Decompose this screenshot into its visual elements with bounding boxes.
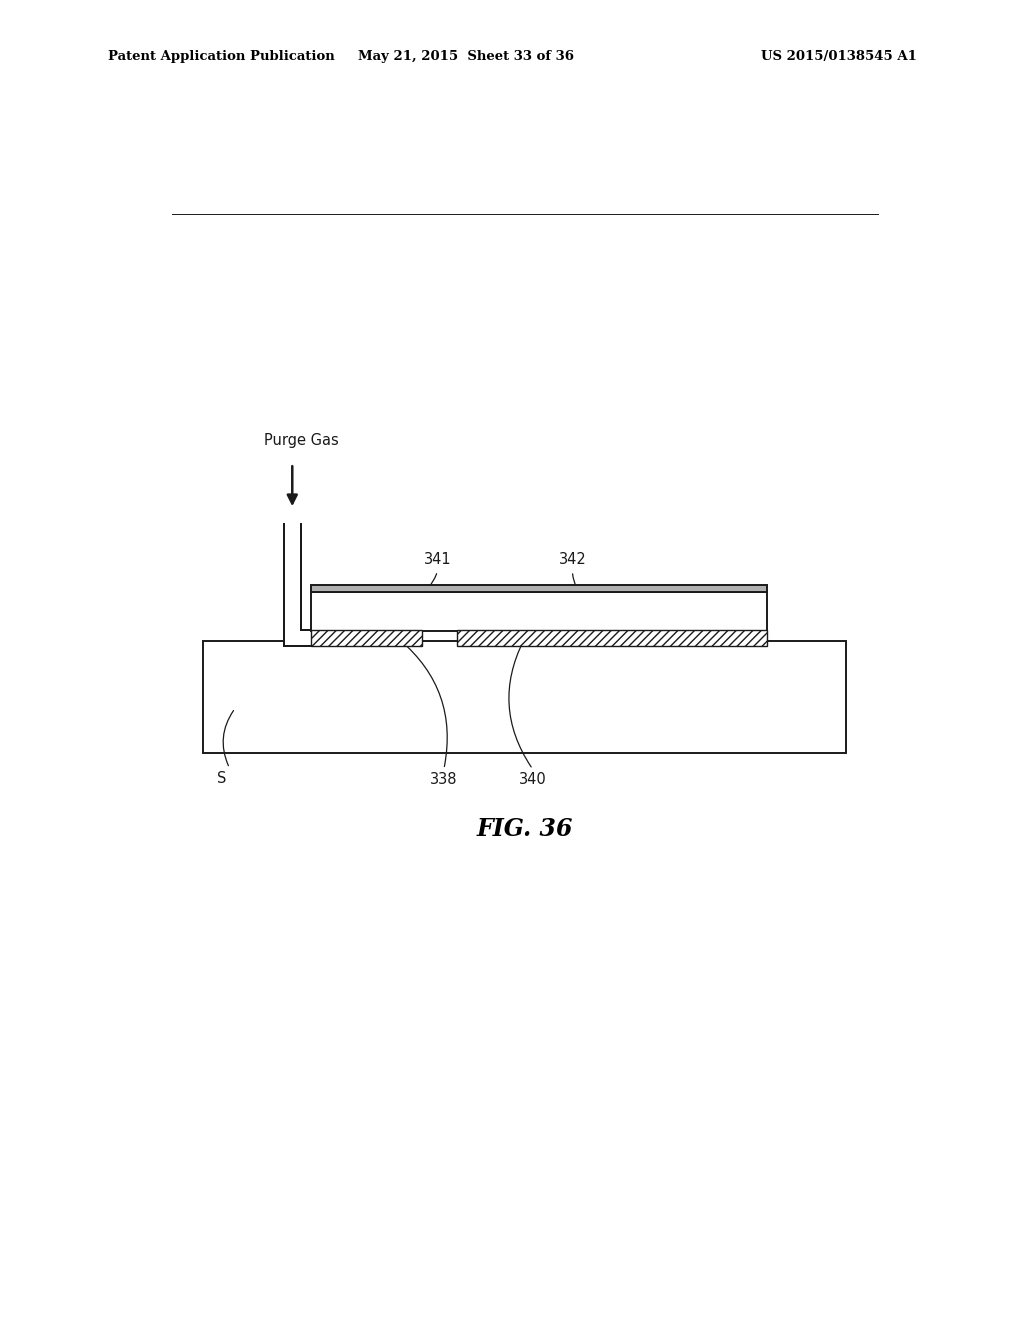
Text: Purge Gas: Purge Gas [264,433,339,447]
Bar [310,630,422,647]
Text: 338: 338 [430,772,458,787]
Bar [310,593,767,631]
Text: FIG. 36: FIG. 36 [476,817,573,841]
Text: US 2015/0138545 A1: US 2015/0138545 A1 [761,50,916,63]
Bar [284,630,310,647]
Text: 342: 342 [558,552,587,568]
Bar [310,585,767,593]
Text: 340: 340 [519,772,547,787]
Text: S: S [217,771,226,787]
Bar [458,630,767,647]
Text: May 21, 2015  Sheet 33 of 36: May 21, 2015 Sheet 33 of 36 [358,50,573,63]
Text: 341: 341 [424,552,452,568]
Bar [204,642,846,752]
Text: Patent Application Publication: Patent Application Publication [108,50,334,63]
